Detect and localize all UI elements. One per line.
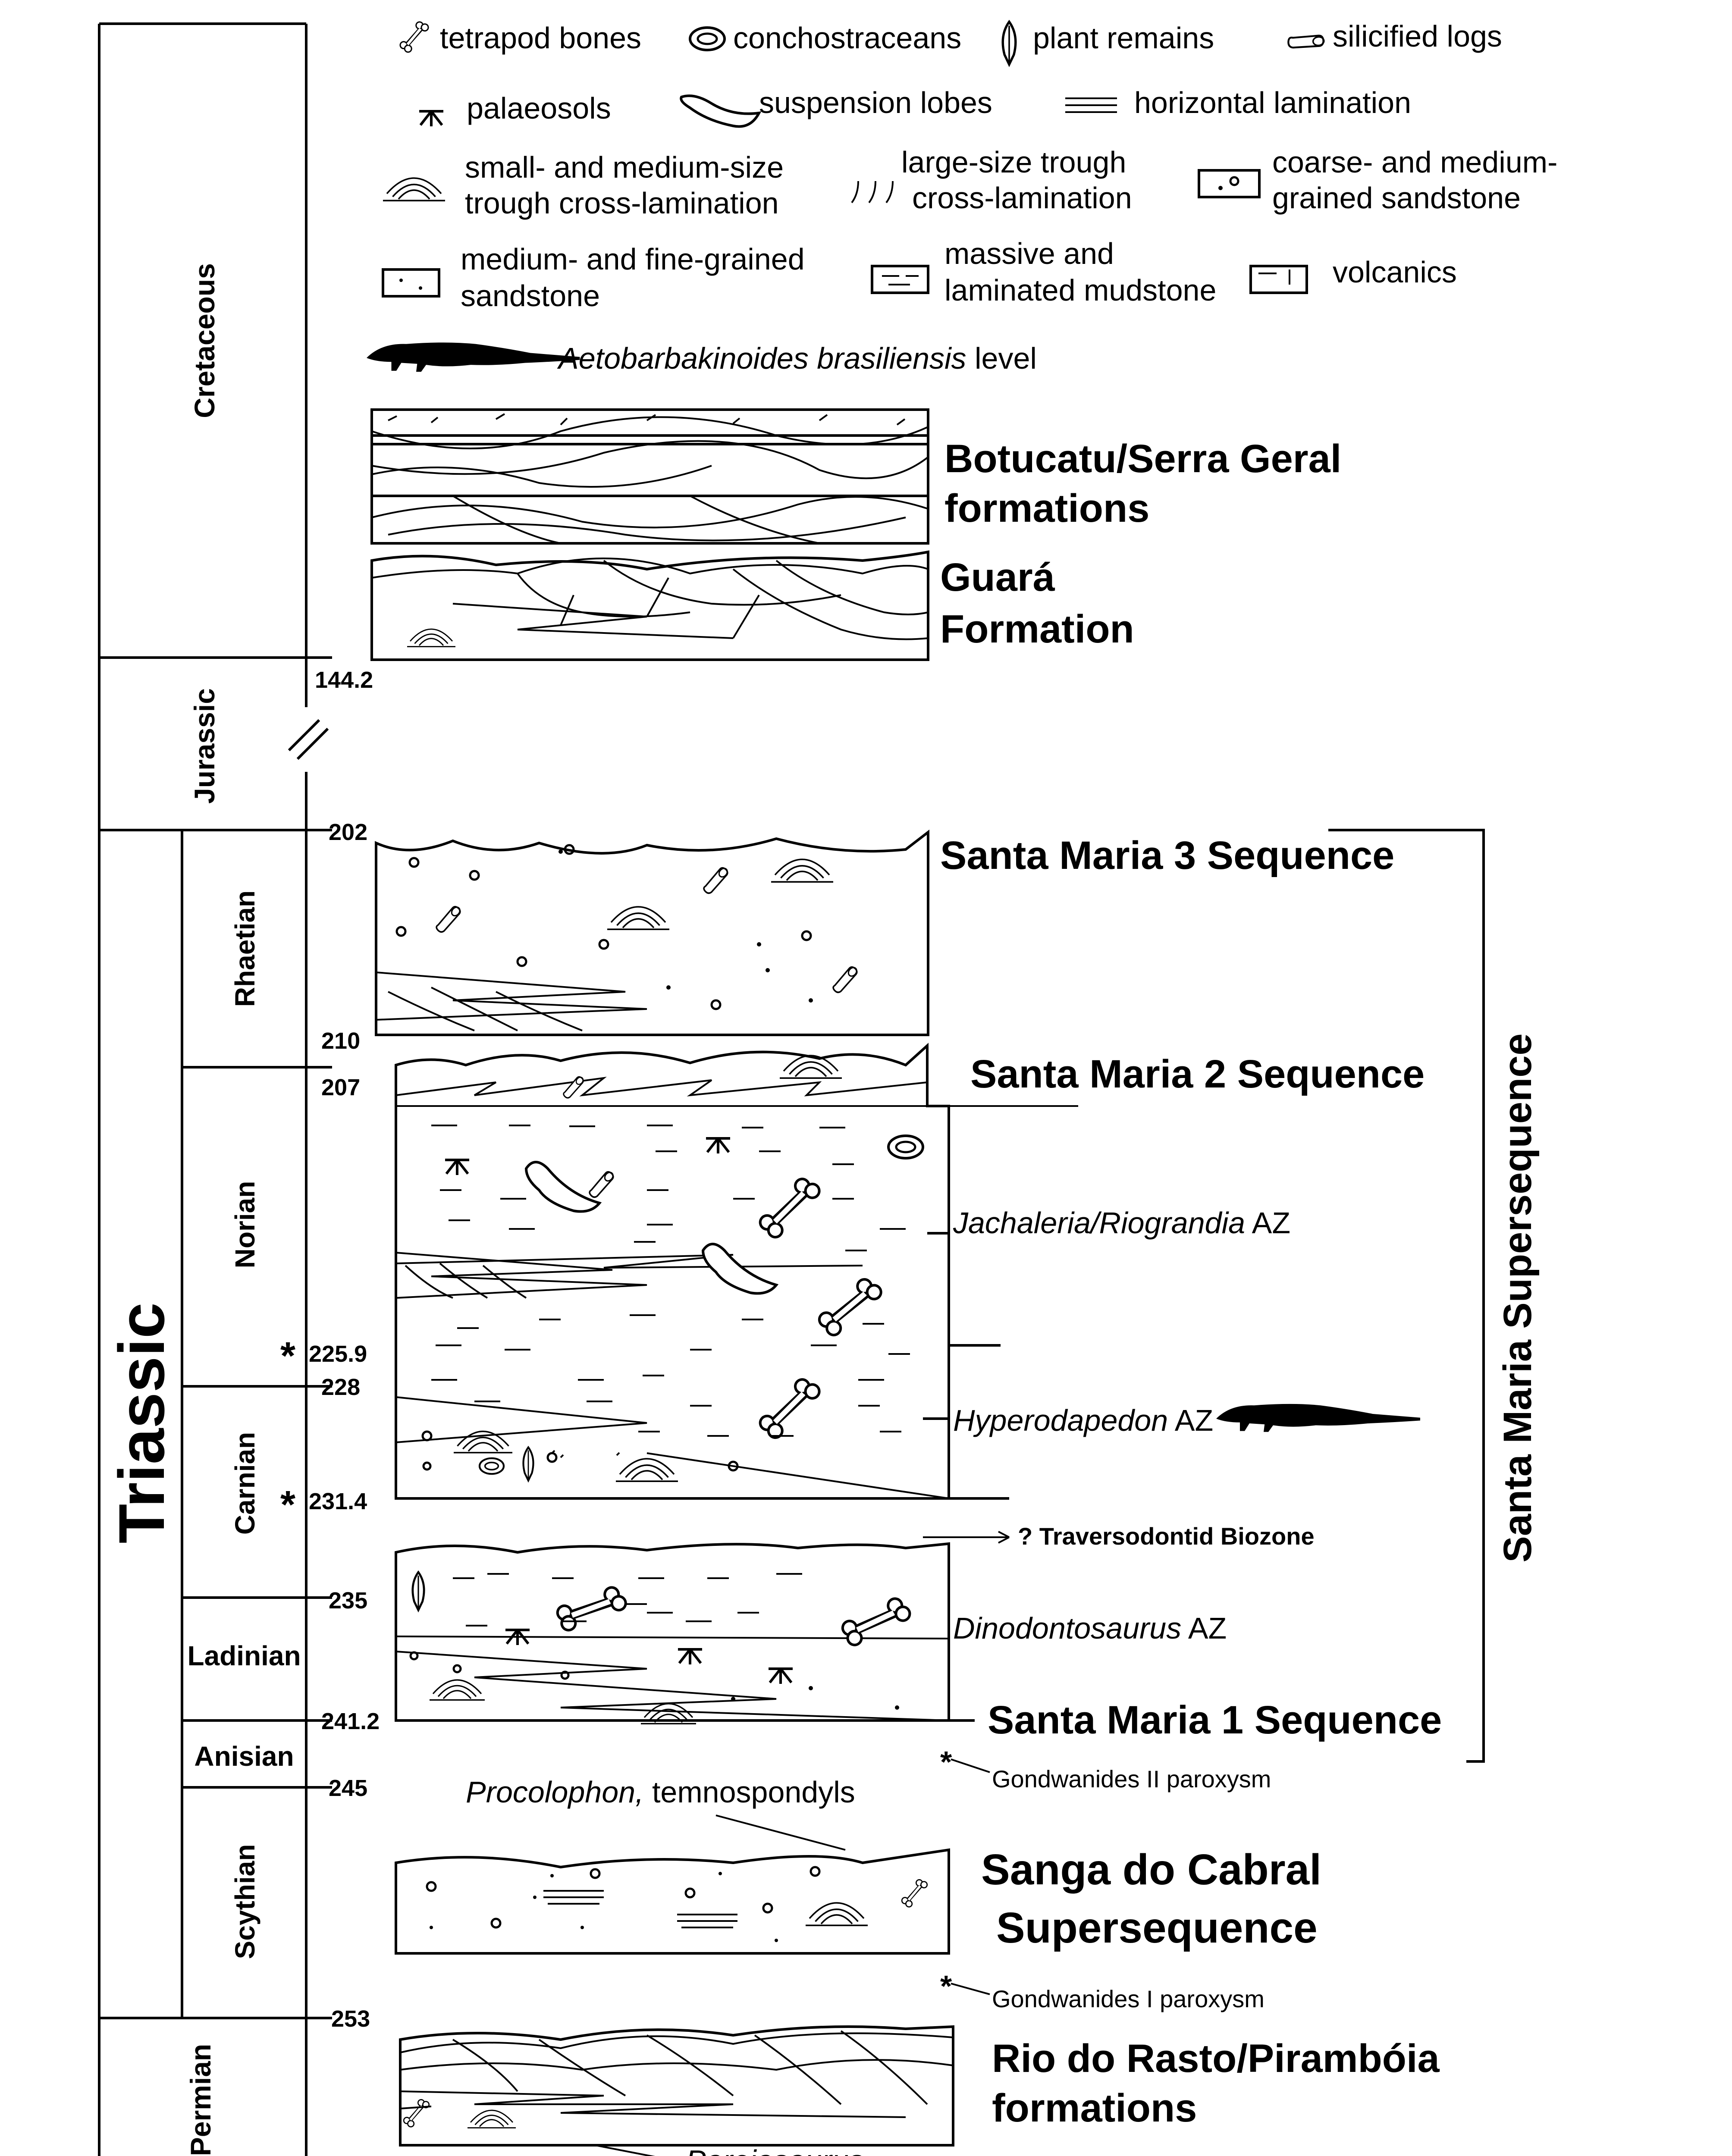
botucatu-label-1: Botucatu/Serra Geral	[944, 437, 1341, 481]
tetrapod-bones-icon	[398, 18, 430, 56]
legend-plant-remains: plant remains	[1033, 21, 1214, 55]
legend-large-trough-l1: large-size trough	[901, 145, 1126, 179]
legend-small-trough-l2: trough cross-lamination	[465, 186, 779, 220]
age-star-1: *	[280, 1335, 295, 1378]
conchostraceans-icon	[690, 28, 725, 50]
legend-large-trough-l2: cross-lamination	[912, 181, 1132, 215]
legend-silicified-logs: silicified logs	[1333, 19, 1502, 53]
gond2-star: *	[940, 1745, 952, 1779]
time-scale: Cretaceous Jurassic Triassic Permian Rha…	[98, 22, 332, 2156]
gond1-star: *	[940, 1969, 952, 2003]
age-star-2: *	[280, 1483, 295, 1526]
age-202: 202	[329, 819, 367, 845]
legend-aeto-level: Aetobarbakinoides brasiliensis level	[557, 342, 1037, 375]
sm3-label: Santa Maria 3 Sequence	[940, 834, 1394, 877]
age-231: 231.4	[309, 1489, 367, 1514]
stage-scythian: Scythian	[229, 1844, 260, 1959]
legend: tetrapod bones conchostraceans plant rem…	[367, 18, 1557, 375]
age-245: 245	[329, 1775, 367, 1801]
palaeosols-icon	[419, 111, 443, 126]
period-permian: Permian	[185, 2044, 216, 2156]
period-jurassic: Jurassic	[188, 688, 220, 804]
age-labels: 144.2 202 210 207 * 225.9 228 * 231.4 23…	[280, 667, 380, 2032]
legend-conchostraceans: conchostraceans	[733, 21, 961, 55]
stage-carnian: Carnian	[229, 1432, 260, 1535]
legend-palaeosols: palaeosols	[467, 91, 611, 125]
silicified-logs-icon	[1286, 20, 1328, 63]
volcanics-icon	[1249, 265, 1308, 294]
mudstone-icon	[871, 265, 929, 294]
plant-remains-icon	[1003, 22, 1016, 64]
zone-hyperodapedon: Hyperodapedon AZ	[953, 1404, 1213, 1437]
age-228: 228	[321, 1374, 360, 1400]
zone-dinodontosaurus: Dinodontosaurus AZ	[953, 1611, 1227, 1645]
guara-label-2: Formation	[940, 607, 1134, 651]
santa-maria-1-column: Santa Maria 1 Sequence	[395, 1542, 1442, 1742]
age-225: 225.9	[309, 1341, 367, 1367]
fine-sandstone-icon	[382, 268, 440, 298]
age-253: 253	[331, 2006, 370, 2032]
zone-markers: Jachaleria/Riograndia AZ Hyperodapedon A…	[923, 1206, 1420, 1792]
guara-label-1: Guará	[940, 555, 1055, 599]
zone-jachaleria: Jachaleria/Riograndia AZ	[953, 1206, 1290, 1240]
pareiasaurus-label: Pareiasaurus	[686, 2144, 863, 2156]
santa-maria-2-column: Santa Maria 2 Sequence	[395, 1043, 1425, 1500]
santa-maria-supersequence: Santa Maria Supersequence	[1328, 829, 1540, 1763]
botucatu-label-2: formations	[944, 486, 1149, 530]
gondwanides-1: Gondwanides I paroxysm	[992, 1985, 1264, 2012]
small-trough-icon	[382, 177, 446, 202]
legend-tetrapod-bones: tetrapod bones	[440, 21, 641, 55]
procolophon-label: Procolophon, temnospondyls	[466, 1775, 855, 1809]
rio-do-rasto-column: Pareiasaurus Rio do Rasto/Pirambóia form…	[399, 2025, 1440, 2156]
coarse-sandstone-icon	[1198, 169, 1261, 198]
stage-rhaetian: Rhaetian	[229, 890, 260, 1007]
rio-label-1: Rio do Rasto/Pirambóia	[992, 2037, 1440, 2081]
legend-coarse-sand-l1: coarse- and medium-	[1272, 145, 1557, 179]
horizontal-lamination-icon	[1065, 97, 1117, 113]
sanga-label-1: Sanga do Cabral	[981, 1846, 1321, 1894]
age-144: 144.2	[315, 667, 373, 693]
guara-column: Guará Formation	[370, 550, 1134, 661]
aetobarbakinoides-icon	[367, 342, 580, 372]
legend-small-trough-l1: small- and medium-size	[465, 150, 784, 184]
period-triassic: Triassic	[105, 1303, 178, 1544]
sm-supersequence-label: Santa Maria Supersequence	[1496, 1033, 1540, 1562]
sm2-label: Santa Maria 2 Sequence	[970, 1052, 1425, 1096]
sanga-do-cabral-column: Procolophon, temnospondyls Sanga do Cabr…	[395, 1775, 1321, 2012]
gondwanides-2: Gondwanides II paroxysm	[992, 1765, 1271, 1792]
legend-horizontal-lamination: horizontal lamination	[1134, 86, 1411, 119]
age-207: 207	[321, 1075, 360, 1100]
period-cretaceous: Cretaceous	[188, 263, 220, 418]
large-trough-icon	[851, 181, 894, 204]
legend-volcanics: volcanics	[1333, 255, 1457, 289]
stage-ladinian: Ladinian	[187, 1640, 301, 1671]
aetobarbakinoides-level-icon	[1216, 1404, 1420, 1432]
traversodontid-biozone: ? Traversodontid Biozone	[1018, 1523, 1315, 1550]
legend-mudstone-l2: laminated mudstone	[944, 273, 1216, 307]
rio-label-2: formations	[992, 2086, 1197, 2130]
legend-coarse-sand-l2: grained sandstone	[1272, 181, 1521, 215]
age-210: 210	[321, 1028, 360, 1054]
legend-fine-sand-l1: medium- and fine-grained	[461, 242, 805, 276]
age-241: 241.2	[321, 1708, 380, 1734]
legend-suspension-lobes: suspension lobes	[759, 86, 992, 119]
legend-fine-sand-l2: sandstone	[461, 279, 600, 313]
age-235: 235	[329, 1588, 367, 1614]
suspension-lobes-icon	[680, 94, 762, 128]
botucatu-column: Botucatu/Serra Geral formations	[370, 408, 1341, 545]
legend-mudstone-l1: massive and	[944, 237, 1114, 270]
stage-norian: Norian	[229, 1181, 260, 1269]
sanga-label-2: Supersequence	[996, 1904, 1318, 1952]
sm1-label: Santa Maria 1 Sequence	[988, 1698, 1442, 1742]
santa-maria-3-column: Santa Maria 3 Sequence	[375, 829, 1394, 1036]
stage-anisian: Anisian	[194, 1741, 294, 1772]
